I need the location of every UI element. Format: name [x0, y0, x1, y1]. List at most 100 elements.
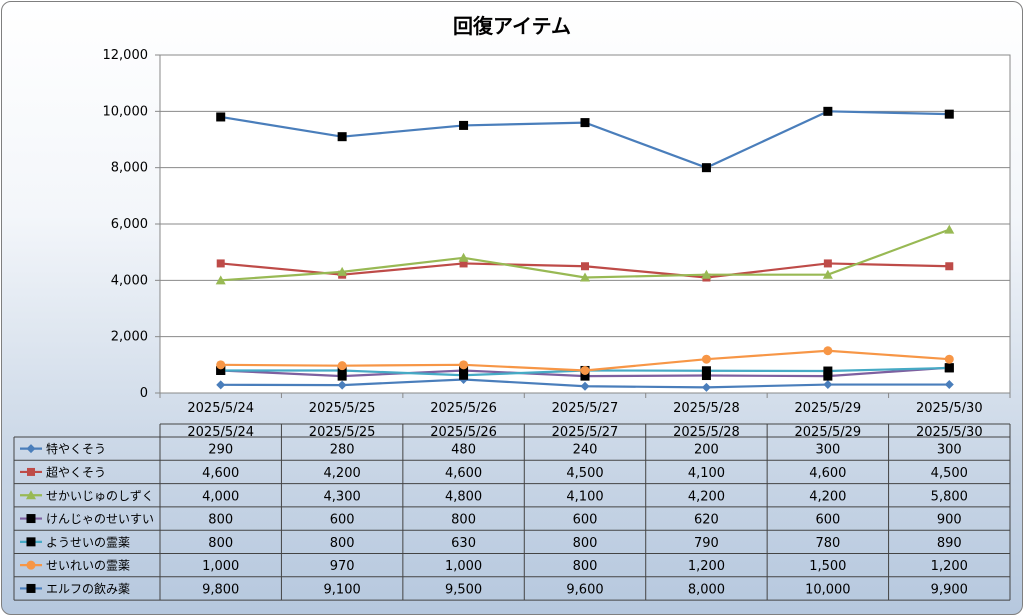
table-cell: 780 — [815, 536, 840, 551]
table-cell: 4,000 — [202, 489, 239, 504]
data-point-0-5 — [823, 380, 833, 390]
table-cell: 600 — [815, 513, 840, 528]
data-point-6-4 — [701, 163, 711, 173]
data-point-3-1 — [337, 371, 347, 381]
legend-key-marker-4 — [26, 537, 36, 547]
data-point-5-5 — [823, 346, 833, 356]
data-point-4-1 — [337, 365, 347, 375]
table-cell: 4,100 — [688, 466, 725, 481]
table-header-label: 2025/5/26 — [430, 425, 497, 440]
data-point-6-1 — [337, 132, 347, 142]
data-point-4-5 — [823, 366, 833, 376]
table-header-label: 2025/5/28 — [673, 425, 740, 440]
data-point-6-2 — [459, 120, 469, 130]
y-tick-label: 4,000 — [111, 273, 148, 288]
legend-key-marker-6 — [26, 583, 36, 593]
legend-key-marker-0 — [26, 444, 36, 454]
table-header-label: 2025/5/30 — [916, 425, 983, 440]
legend-label-6: エルフの飲み薬 — [46, 581, 130, 596]
table-cell: 1,000 — [445, 559, 482, 574]
data-point-1-3 — [581, 262, 589, 271]
x-tick-label: 2025/5/25 — [309, 401, 376, 416]
data-point-4-2 — [459, 370, 469, 380]
data-point-0-3 — [580, 381, 590, 391]
table-cell: 4,100 — [566, 489, 603, 504]
table-header-label: 2025/5/25 — [309, 425, 376, 440]
table-cell: 4,500 — [566, 466, 603, 481]
table-cell: 800 — [330, 536, 355, 551]
data-point-2-1 — [337, 266, 348, 276]
chart-title: 回復アイテム — [453, 14, 571, 38]
data-point-2-2 — [458, 252, 469, 262]
data-point-0-0 — [216, 380, 226, 390]
data-point-3-3 — [580, 371, 590, 381]
legend-label-5: せいれいの霊薬 — [46, 559, 130, 573]
table-cell: 300 — [937, 443, 962, 458]
y-tick-label: 12,000 — [103, 48, 149, 63]
x-tick-label: 2025/5/27 — [552, 401, 619, 416]
table-cell: 4,600 — [445, 466, 482, 481]
data-point-1-5 — [823, 259, 832, 268]
x-tick-label: 2025/5/28 — [673, 401, 740, 416]
legend-label-3: けんじゃのせいすい — [46, 512, 154, 526]
table-cell: 630 — [451, 536, 476, 551]
table-cell: 480 — [451, 443, 476, 458]
table-header-label: 2025/5/27 — [552, 425, 619, 440]
data-point-5-6 — [944, 354, 954, 364]
table-cell: 9,100 — [324, 582, 361, 597]
legend-key-marker-1 — [27, 467, 35, 476]
data-point-5-1 — [337, 361, 347, 371]
data-point-5-0 — [216, 360, 226, 370]
x-tick-label: 2025/5/29 — [795, 401, 862, 416]
table-cell: 800 — [208, 513, 233, 528]
table-cell: 4,200 — [688, 489, 725, 504]
table-cell: 240 — [573, 443, 598, 458]
table-cell: 800 — [451, 513, 476, 528]
data-point-2-0 — [215, 275, 226, 285]
table-cell: 4,200 — [324, 466, 361, 481]
table-cell: 1,200 — [931, 559, 968, 574]
data-point-3-4 — [701, 371, 711, 381]
table-cell: 790 — [694, 536, 719, 551]
legend-key-marker-2 — [26, 490, 36, 500]
table-cell: 1,200 — [688, 559, 725, 574]
y-tick-label: 2,000 — [111, 330, 148, 345]
data-point-2-6 — [944, 224, 955, 234]
data-point-4-0 — [216, 365, 226, 375]
data-point-5-4 — [701, 354, 711, 364]
data-point-1-2 — [459, 259, 468, 268]
data-point-5-2 — [459, 360, 469, 370]
data-point-4-4 — [701, 366, 711, 376]
data-point-0-6 — [944, 380, 954, 390]
data-point-0-4 — [701, 382, 711, 392]
table-cell: 200 — [694, 443, 719, 458]
table-cell: 800 — [573, 559, 598, 574]
legend-label-0: 特やくそう — [46, 441, 106, 456]
table-cell: 620 — [694, 513, 719, 528]
table-cell: 4,800 — [445, 489, 482, 504]
table-cell: 5,800 — [931, 489, 968, 504]
data-point-2-4 — [701, 269, 712, 279]
table-cell: 9,800 — [202, 582, 239, 597]
table-cell: 4,500 — [931, 466, 968, 481]
table-cell: 4,200 — [809, 489, 846, 504]
data-point-3-2 — [459, 365, 469, 375]
x-tick-label: 2025/5/26 — [430, 401, 497, 416]
x-tick-label: 2025/5/24 — [187, 401, 254, 416]
table-cell: 1,000 — [202, 559, 239, 574]
data-point-1-6 — [945, 262, 954, 271]
y-tick-label: 8,000 — [111, 161, 148, 176]
legend-key-marker-3 — [26, 514, 36, 524]
legend-label-2: せかいじゅのしずく — [46, 489, 154, 503]
table-cell: 4,600 — [809, 466, 846, 481]
data-point-6-6 — [944, 109, 954, 119]
table-cell: 8,000 — [688, 582, 725, 597]
data-point-2-3 — [580, 272, 590, 282]
data-point-4-6 — [944, 363, 954, 373]
table-cell: 800 — [573, 536, 598, 551]
x-tick-label: 2025/5/30 — [916, 401, 983, 416]
data-point-1-0 — [216, 259, 225, 268]
table-cell: 290 — [208, 443, 233, 458]
data-point-6-0 — [216, 112, 226, 122]
